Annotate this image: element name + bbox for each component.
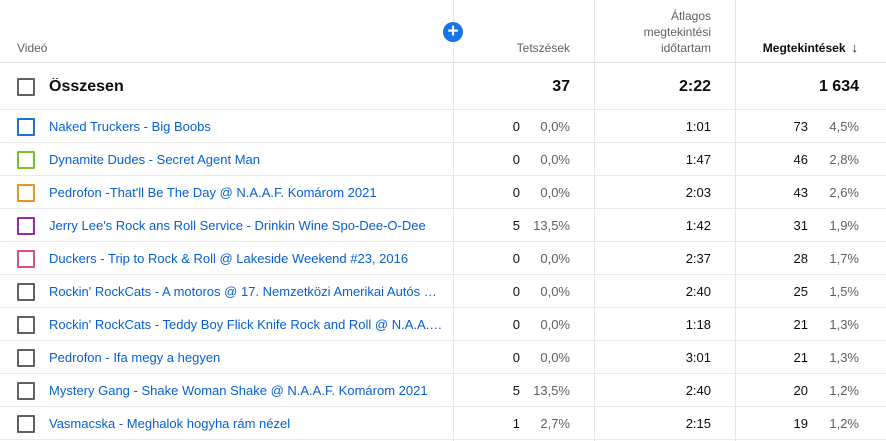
row-checkbox[interactable]	[17, 118, 35, 136]
total-likes: 37	[552, 78, 570, 95]
table-row: Dynamite Dudes - Secret Agent Man 0 0,0% 1:…	[0, 143, 886, 176]
views-value: 73	[793, 119, 808, 134]
views-percent: 2,6%	[829, 185, 859, 200]
video-title-link[interactable]: Vasmacska - Meghalok hogyha rám nézel	[49, 416, 291, 431]
views-value: 19	[793, 416, 808, 431]
avg-duration-value: 1:18	[685, 317, 711, 332]
views-value: 43	[793, 185, 808, 200]
likes-value: 0	[512, 152, 520, 167]
header-likes[interactable]: Tetszések	[516, 41, 570, 55]
table-row: Vasmacska - Meghalok hogyha rám nézel 1 2,…	[0, 407, 886, 440]
row-checkbox[interactable]	[17, 316, 35, 334]
row-checkbox[interactable]	[17, 250, 35, 268]
header-video: Videó	[17, 41, 48, 55]
video-title-link[interactable]: Dynamite Dudes - Secret Agent Man	[49, 152, 260, 167]
table-row: Rockin' RockCats - Teddy Boy Flick Knife…	[0, 308, 886, 341]
likes-percent: 0,0%	[540, 284, 570, 299]
likes-percent: 0,0%	[540, 185, 570, 200]
likes-value: 5	[512, 218, 520, 233]
views-value: 31	[793, 218, 808, 233]
likes-percent: 0,0%	[540, 350, 570, 365]
likes-percent: 0,0%	[540, 251, 570, 266]
views-value: 28	[793, 251, 808, 266]
sort-arrow-icon: ↓	[851, 40, 859, 55]
total-checkbox[interactable]	[17, 78, 35, 96]
views-value: 21	[793, 350, 808, 365]
video-title-link[interactable]: Jerry Lee's Rock ans Roll Service - Drin…	[49, 218, 426, 233]
likes-value: 5	[512, 383, 520, 398]
row-checkbox[interactable]	[17, 217, 35, 235]
video-title-link[interactable]: Rockin' RockCats - A motoros @ 17. Nemze…	[49, 284, 444, 299]
table-header: Videó + Tetszések Átlagos megtekintési i…	[0, 0, 886, 63]
table-row: Rockin' RockCats - A motoros @ 17. Nemze…	[0, 275, 886, 308]
total-views: 1 634	[818, 78, 859, 95]
row-checkbox[interactable]	[17, 349, 35, 367]
row-checkbox[interactable]	[17, 382, 35, 400]
total-label: Összesen	[49, 78, 124, 95]
views-percent: 2,8%	[829, 152, 859, 167]
likes-value: 0	[512, 119, 520, 134]
views-value: 25	[793, 284, 808, 299]
likes-value: 0	[512, 284, 520, 299]
likes-value: 0	[512, 185, 520, 200]
table-row: Jerry Lee's Rock ans Roll Service - Drin…	[0, 209, 886, 242]
views-percent: 1,3%	[829, 350, 859, 365]
video-title-link[interactable]: Naked Truckers - Big Boobs	[49, 119, 211, 134]
avg-duration-value: 3:01	[685, 350, 711, 365]
views-percent: 1,7%	[829, 251, 859, 266]
likes-percent: 0,0%	[540, 317, 570, 332]
row-checkbox[interactable]	[17, 184, 35, 202]
column-divider	[594, 0, 595, 441]
avg-duration-value: 2:40	[685, 383, 711, 398]
table-row: Naked Truckers - Big Boobs 0 0,0% 1:01 73 4,5…	[0, 110, 886, 143]
views-percent: 1,2%	[829, 416, 859, 431]
avg-duration-value: 2:03	[685, 185, 711, 200]
views-value: 20	[793, 383, 808, 398]
header-avg-duration[interactable]: Átlagos megtekintési időtartam	[643, 9, 711, 55]
row-checkbox[interactable]	[17, 151, 35, 169]
likes-percent: 0,0%	[540, 119, 570, 134]
row-checkbox[interactable]	[17, 415, 35, 433]
video-title-link[interactable]: Mystery Gang - Shake Woman Shake @ N.A.A…	[49, 383, 428, 398]
total-duration: 2:22	[678, 78, 711, 95]
video-title-link[interactable]: Pedrofon -That'll Be The Day @ N.A.A.F. …	[49, 185, 377, 200]
video-title-link[interactable]: Duckers - Trip to Rock & Roll @ Lakeside…	[49, 251, 409, 266]
column-divider	[453, 0, 454, 441]
views-value: 46	[793, 152, 808, 167]
header-views[interactable]: Megtekintések ↓	[762, 40, 859, 55]
total-row: Összesen 37 2:22 1 634	[0, 63, 886, 110]
avg-duration-value: 1:47	[685, 152, 711, 167]
table-row: Mystery Gang - Shake Woman Shake @ N.A.A…	[0, 374, 886, 407]
likes-percent: 13,5%	[533, 218, 570, 233]
avg-duration-value: 2:15	[685, 416, 711, 431]
likes-value: 1	[512, 416, 520, 431]
column-divider	[735, 0, 736, 441]
views-value: 21	[793, 317, 808, 332]
likes-value: 0	[512, 317, 520, 332]
views-percent: 1,5%	[829, 284, 859, 299]
views-percent: 1,9%	[829, 218, 859, 233]
row-checkbox[interactable]	[17, 283, 35, 301]
video-title-link[interactable]: Pedrofon - Ifa megy a hegyen	[49, 350, 221, 365]
table-row: Pedrofon - Ifa megy a hegyen 0 0,0% 3:01 21 1…	[0, 341, 886, 374]
likes-value: 0	[512, 350, 520, 365]
avg-duration-value: 2:40	[685, 284, 711, 299]
views-percent: 1,2%	[829, 383, 859, 398]
avg-duration-value: 1:01	[685, 119, 711, 134]
likes-percent: 0,0%	[540, 152, 570, 167]
table-row: Pedrofon -That'll Be The Day @ N.A.A.F. …	[0, 176, 886, 209]
likes-value: 0	[512, 251, 520, 266]
avg-duration-value: 1:42	[685, 218, 711, 233]
table-row: Duckers - Trip to Rock & Roll @ Lakeside…	[0, 242, 886, 275]
plus-icon[interactable]: +	[443, 22, 463, 42]
views-percent: 1,3%	[829, 317, 859, 332]
avg-duration-value: 2:37	[685, 251, 711, 266]
likes-percent: 2,7%	[540, 416, 570, 431]
video-title-link[interactable]: Rockin' RockCats - Teddy Boy Flick Knife…	[49, 317, 444, 332]
views-percent: 4,5%	[829, 119, 859, 134]
likes-percent: 13,5%	[533, 383, 570, 398]
